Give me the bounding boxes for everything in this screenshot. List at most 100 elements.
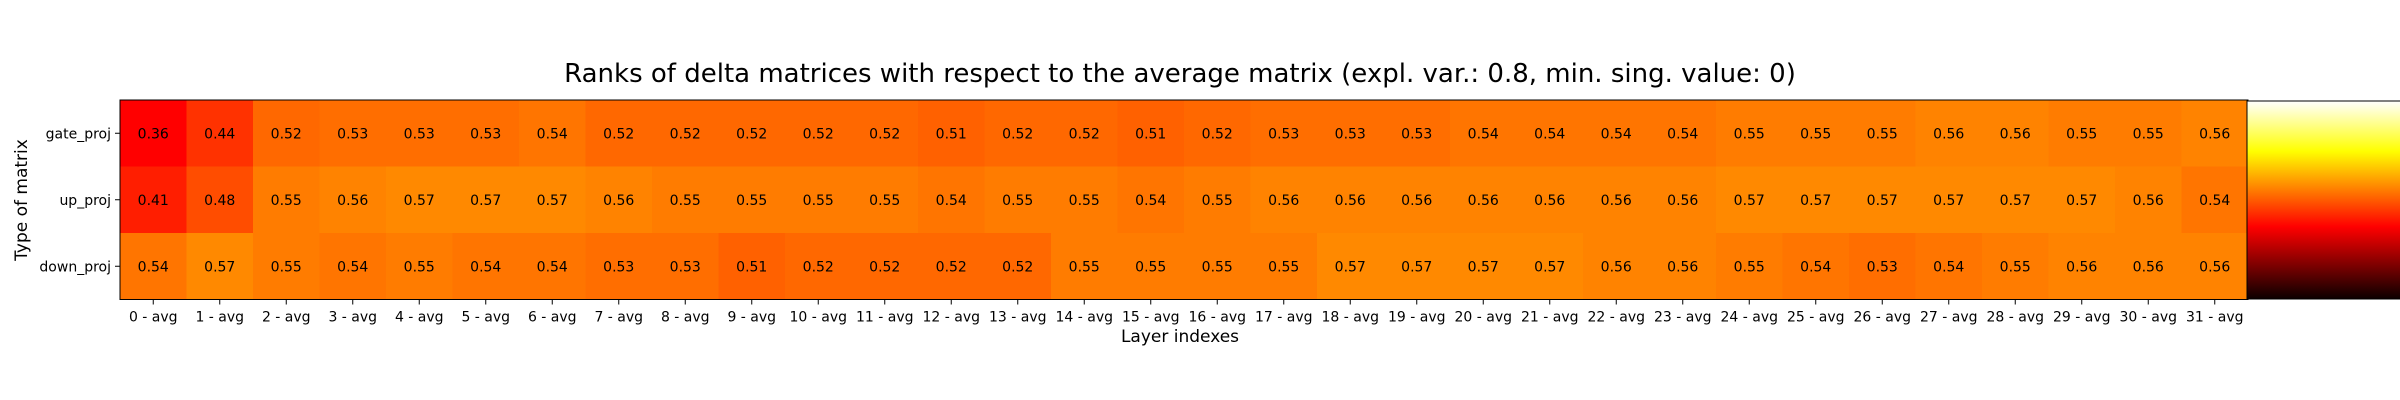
x-tick-label: 17 - avg xyxy=(1255,310,1313,326)
heatmap-cell xyxy=(585,100,653,167)
cell-value-label: 0.54 xyxy=(1601,126,1632,142)
cell-value-label: 0.57 xyxy=(1734,193,1765,209)
heatmap-cell xyxy=(2048,233,2116,300)
heatmap-cell xyxy=(1250,100,1318,167)
y-tick-label: down_proj xyxy=(39,259,111,275)
x-tick-label: 9 - avg xyxy=(727,310,776,326)
heatmap-cell xyxy=(2048,166,2116,234)
x-tick-label: 6 - avg xyxy=(528,310,577,326)
x-tick-label: 26 - avg xyxy=(1853,310,1911,326)
x-tick-label: 3 - avg xyxy=(328,310,377,326)
cell-value-label: 0.57 xyxy=(1468,259,1499,275)
x-axis-label: Layer indexes xyxy=(1121,327,1239,347)
cell-value-label: 0.55 xyxy=(1069,193,1100,209)
heatmap-cell xyxy=(984,100,1052,167)
heatmap-cell xyxy=(1583,100,1650,167)
x-tick-label: 10 - avg xyxy=(789,310,847,326)
heatmap-cell xyxy=(718,100,786,167)
cell-value-label: 0.55 xyxy=(271,193,302,209)
x-tick-label: 11 - avg xyxy=(856,310,914,326)
x-tick-label: 13 - avg xyxy=(989,310,1047,326)
heatmap-cell xyxy=(2181,100,2249,167)
x-tick-label: 31 - avg xyxy=(2186,310,2244,326)
cell-value-label: 0.53 xyxy=(1335,126,1366,142)
cell-value-label: 0.57 xyxy=(1867,193,1898,209)
cell-value-label: 0.55 xyxy=(2066,126,2097,142)
heatmap-cell xyxy=(1782,100,1850,167)
heatmap-cell xyxy=(585,233,653,300)
heatmap-cell xyxy=(1915,233,1983,300)
heatmap-cell xyxy=(1117,233,1185,300)
cell-value-label: 0.52 xyxy=(603,126,634,142)
cell-value-label: 0.56 xyxy=(2199,259,2230,275)
cell-value-label: 0.54 xyxy=(537,259,568,275)
heatmap-cell xyxy=(918,166,985,234)
cell-value-label: 0.53 xyxy=(1867,259,1898,275)
heatmap-cell xyxy=(785,233,852,300)
cell-value-label: 0.57 xyxy=(1933,193,1964,209)
chart-title: Ranks of delta matrices with respect to … xyxy=(564,59,1796,89)
x-tick-label: 15 - avg xyxy=(1122,310,1180,326)
heatmap-cell xyxy=(1982,233,2049,300)
heatmap-cell xyxy=(120,233,187,300)
cell-value-label: 0.56 xyxy=(603,193,634,209)
heatmap-cell xyxy=(386,166,453,234)
heatmap-cell xyxy=(718,233,786,300)
cell-value-label: 0.56 xyxy=(337,193,368,209)
y-tick-label: gate_proj xyxy=(46,126,111,142)
cell-value-label: 0.53 xyxy=(470,126,501,142)
cell-value-label: 0.57 xyxy=(1335,259,1366,275)
heatmap-cell xyxy=(984,233,1052,300)
heatmap-cell xyxy=(785,100,852,167)
heatmap-cell xyxy=(253,100,320,167)
heatmap-cell xyxy=(1583,166,1650,234)
cell-value-label: 0.52 xyxy=(1069,126,1100,142)
heatmap-cell xyxy=(2115,166,2182,234)
heatmap-cell xyxy=(1383,166,1451,234)
heatmap-cell xyxy=(1184,233,1251,300)
heatmap-cell xyxy=(1649,166,1717,234)
heatmap-cell xyxy=(1516,233,1584,300)
cell-value-label: 0.56 xyxy=(2000,126,2031,142)
cell-value-label: 0.56 xyxy=(1401,193,1432,209)
y-axis-label: Type of matrix xyxy=(12,139,32,262)
heatmap-cell xyxy=(652,233,719,300)
x-tick-label: 27 - avg xyxy=(1920,310,1978,326)
x-tick-label: 7 - avg xyxy=(594,310,643,326)
x-tick-label: 4 - avg xyxy=(395,310,444,326)
heatmap-cell xyxy=(652,100,719,167)
cell-value-label: 0.54 xyxy=(138,259,169,275)
x-tick-label: 20 - avg xyxy=(1454,310,1512,326)
heatmap-cell xyxy=(1250,166,1318,234)
heatmap-cell xyxy=(2115,233,2182,300)
cell-value-label: 0.52 xyxy=(1202,126,1233,142)
x-tick-label: 24 - avg xyxy=(1720,310,1778,326)
x-tick-label: 19 - avg xyxy=(1388,310,1446,326)
cell-value-label: 0.55 xyxy=(1202,259,1233,275)
heatmap-cell xyxy=(918,233,985,300)
cell-value-label: 0.54 xyxy=(1468,126,1499,142)
cell-value-label: 0.57 xyxy=(2066,193,2097,209)
cell-value-label: 0.53 xyxy=(670,259,701,275)
heatmap-cell xyxy=(2115,100,2182,167)
cell-value-label: 0.51 xyxy=(1135,126,1166,142)
x-tick-label: 28 - avg xyxy=(1986,310,2044,326)
cell-value-label: 0.54 xyxy=(1800,259,1831,275)
heatmap-cell xyxy=(253,166,320,234)
y-tick-label: up_proj xyxy=(59,193,111,209)
heatmap-cell xyxy=(186,166,254,234)
heatmap-cell xyxy=(1583,233,1650,300)
heatmap-cell xyxy=(1782,166,1850,234)
heatmap-cell xyxy=(1849,233,1916,300)
x-tick-label: 14 - avg xyxy=(1055,310,1113,326)
x-tick-label: 12 - avg xyxy=(922,310,980,326)
heatmap-cells: 0.36 0.44 0.52 0.53 0.53 0.53 0.54 0.52 0.52 0.52… xyxy=(119,99,2249,300)
cell-value-label: 0.56 xyxy=(1601,193,1632,209)
cell-value-label: 0.54 xyxy=(1933,259,1964,275)
heatmap-cell xyxy=(1716,100,1783,167)
cell-value-label: 0.55 xyxy=(1734,259,1765,275)
x-tick-label: 0 - avg xyxy=(129,310,178,326)
cell-value-label: 0.56 xyxy=(1534,193,1565,209)
x-tick-label: 22 - avg xyxy=(1587,310,1645,326)
heatmap-cell xyxy=(785,166,852,234)
